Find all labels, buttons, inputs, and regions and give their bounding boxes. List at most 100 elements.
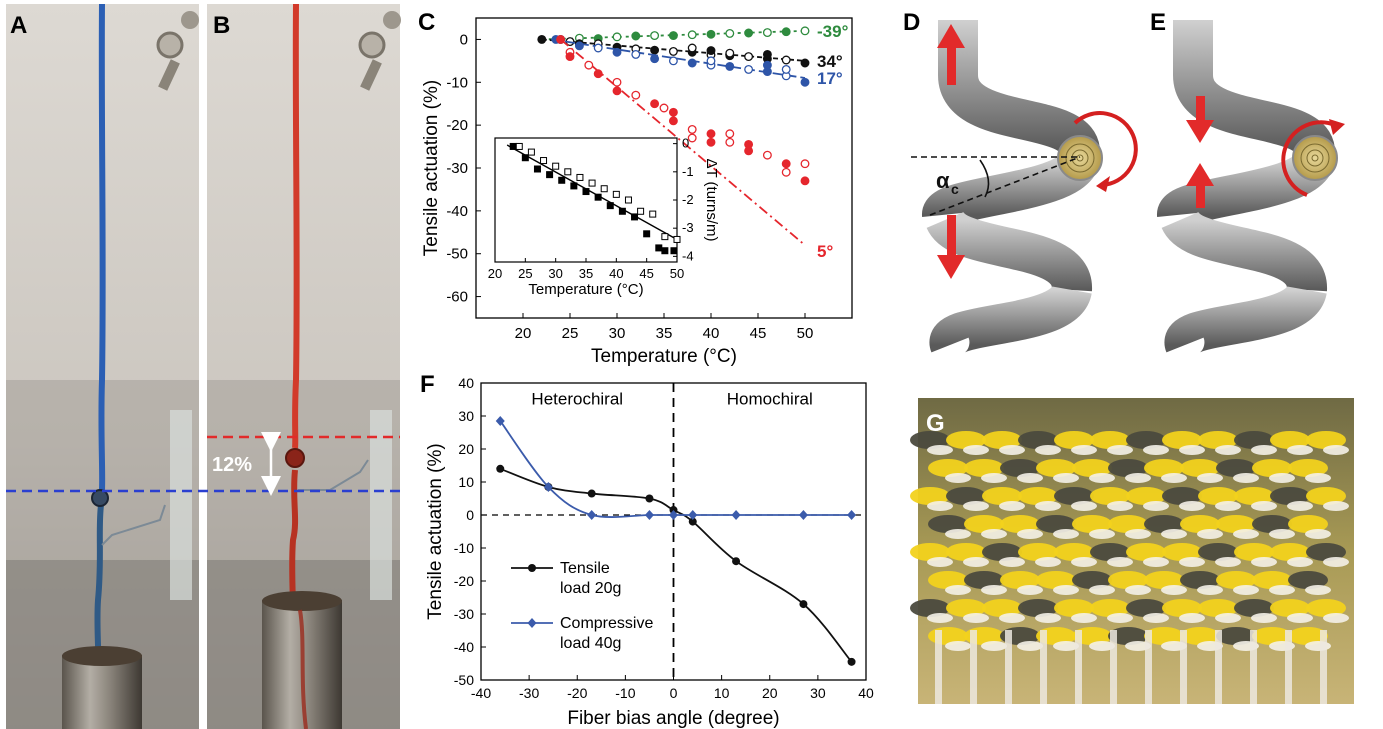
y-tick-label-f: 40 <box>458 375 474 391</box>
y-axis-title: Tensile actuation (%) <box>421 80 442 256</box>
data-point <box>744 64 754 74</box>
data-point <box>800 176 810 186</box>
data-point <box>706 46 716 56</box>
data-point-f <box>587 489 596 498</box>
yarn-segment <box>1234 543 1274 561</box>
hanging-fiber <box>1075 630 1082 704</box>
yarn-segment-white <box>1287 501 1313 511</box>
yarn-segment-white <box>1161 585 1187 595</box>
rotation-arrow-e <box>1281 120 1336 197</box>
inset-y-axis-title: ΔT (turns/m) <box>703 158 720 241</box>
yarn-segment-white <box>1269 529 1295 539</box>
yarn-segment <box>1198 599 1238 617</box>
inset-data-point <box>515 142 523 150</box>
yarn-segment-white <box>1251 445 1277 455</box>
data-point <box>668 31 678 41</box>
data-point <box>650 99 660 109</box>
inset-data-point <box>600 185 608 193</box>
yarn-segment <box>1198 431 1238 449</box>
yarn-segment-white <box>963 613 989 623</box>
yarn-segment <box>982 487 1022 505</box>
clamp-b <box>358 11 401 91</box>
data-point <box>725 137 735 147</box>
inset-data-point <box>631 213 639 221</box>
data-point <box>631 49 641 59</box>
yarn-segment-white <box>1017 585 1043 595</box>
yarn-segment-white <box>1179 445 1205 455</box>
yarn-segment <box>1270 543 1310 561</box>
inset-data-point <box>594 193 602 201</box>
inset-data-point <box>624 196 632 204</box>
data-point <box>574 41 584 51</box>
heater-cylinder-a <box>62 655 142 729</box>
y-tick-label: -60 <box>446 289 468 306</box>
inset-data-point <box>521 154 529 162</box>
yarn-segment-white <box>1053 473 1079 483</box>
yarn-segment-white <box>1143 501 1169 511</box>
data-point <box>612 32 622 42</box>
yarn-segment-white <box>981 473 1007 483</box>
inset-data-point <box>558 176 566 184</box>
data-point <box>706 129 716 139</box>
data-point-f-diamond <box>587 510 597 520</box>
data-point <box>800 58 810 68</box>
yarn-segment-white <box>1089 529 1115 539</box>
yarn-segment-white <box>1197 473 1223 483</box>
inset-x-tick-label: 40 <box>609 266 623 281</box>
legend-text-f-0-line1: Tensile <box>560 560 610 577</box>
data-point <box>593 69 603 79</box>
yarn-segment <box>1108 515 1148 533</box>
down-arrow-d <box>937 215 965 279</box>
yarn-segment <box>1144 515 1184 533</box>
inset-data-point <box>540 157 548 165</box>
photo-g-fabric <box>910 398 1354 704</box>
yarn-segment <box>1000 571 1040 589</box>
yarn-segment-white <box>1215 445 1241 455</box>
yarn-segment-white <box>1125 473 1151 483</box>
inset-data-point <box>588 179 596 187</box>
data-point <box>762 150 772 160</box>
yarn-segment <box>946 543 986 561</box>
y-tick-label: -10 <box>446 74 468 91</box>
legend-text-f-1-line1: Compressive <box>560 615 653 632</box>
hanging-fiber <box>935 630 942 704</box>
data-point <box>668 116 678 126</box>
data-point-f <box>496 464 505 473</box>
data-point-f-diamond <box>669 510 678 520</box>
data-point <box>781 27 791 37</box>
yarn-segment-white <box>1017 473 1043 483</box>
data-point <box>650 45 660 55</box>
yarn-segment <box>1018 599 1058 617</box>
hanging-fiber <box>1145 630 1152 704</box>
inset-x-tick-label: 35 <box>579 266 593 281</box>
data-point <box>631 31 641 41</box>
yarn-segment-white <box>981 641 1007 651</box>
yarn-segment-white <box>1233 585 1259 595</box>
yarn-segment <box>1126 431 1166 449</box>
yarn-segment <box>1270 487 1310 505</box>
legend-marker-f-1 <box>527 618 537 628</box>
inset-data-point <box>533 165 541 173</box>
x-tick-label: 35 <box>656 325 673 342</box>
y-tick-label-f: -30 <box>454 606 474 622</box>
data-point <box>659 103 669 113</box>
x-tick-label-f: -30 <box>519 685 539 701</box>
inset-y-tick-label: -3 <box>682 220 694 235</box>
yarn-segment <box>964 459 1004 477</box>
series-line-f-1 <box>499 420 852 518</box>
data-point <box>706 137 716 147</box>
yarn-segment-white <box>1179 613 1205 623</box>
inset-x-tick-label: 30 <box>548 266 562 281</box>
x-tick-label: 45 <box>750 325 767 342</box>
inset-data-point <box>643 230 651 238</box>
data-point <box>744 28 754 38</box>
yarn-segment <box>1162 487 1202 505</box>
yarn-segment-white <box>1143 613 1169 623</box>
fit-line-2 <box>551 38 806 79</box>
data-point <box>612 47 622 57</box>
data-point <box>725 61 735 71</box>
data-point <box>687 124 697 134</box>
inset-data-point <box>670 247 678 255</box>
yarn-segment-white <box>1305 585 1331 595</box>
